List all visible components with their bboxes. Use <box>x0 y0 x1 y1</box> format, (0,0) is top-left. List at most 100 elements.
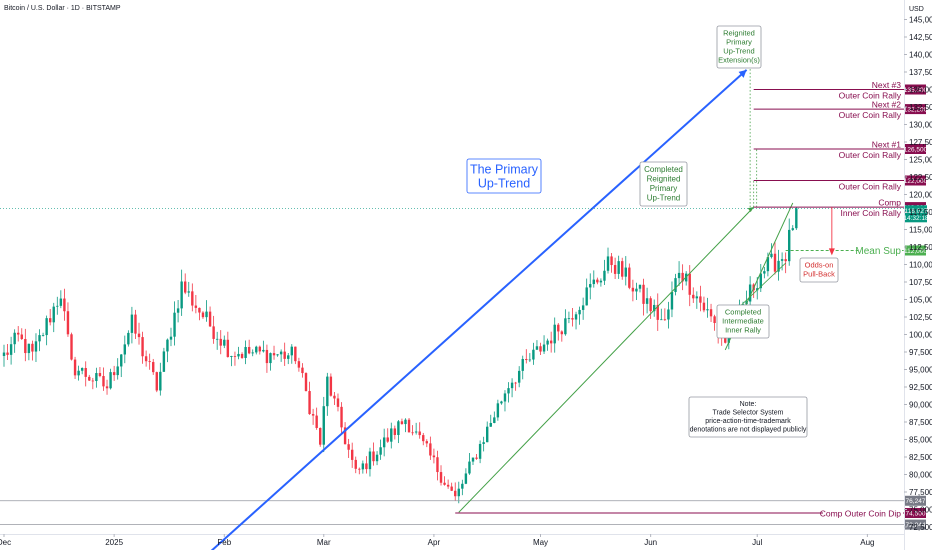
candle-body <box>130 314 134 333</box>
candle-body <box>315 415 318 428</box>
y-tick-label: 135,000 <box>909 85 932 94</box>
level-note: Outer Coin Rally <box>839 182 902 192</box>
candle-body <box>517 370 521 383</box>
completed-reignited-label-text: Primary <box>650 184 678 193</box>
x-tick-label: Aug <box>860 538 874 547</box>
candle-body <box>52 306 55 323</box>
candle-body <box>361 463 365 470</box>
candle-body <box>486 426 489 443</box>
candle-body <box>255 346 258 353</box>
candle-body <box>759 273 762 289</box>
level-note-top: Next #3 <box>872 80 902 90</box>
candle-body <box>319 427 322 445</box>
candle-body <box>777 260 780 272</box>
candle-body <box>706 309 709 311</box>
currency-label: USD <box>909 6 924 13</box>
current-price-tag <box>905 205 927 223</box>
candle-body <box>116 366 119 376</box>
candle-body <box>123 344 127 355</box>
candle-body <box>180 281 183 309</box>
candle-body <box>578 309 581 315</box>
candle-body <box>631 287 635 292</box>
candle-body <box>187 291 190 293</box>
candle-body <box>2 352 6 356</box>
candle-body <box>326 376 329 407</box>
candle-body <box>70 334 73 360</box>
candle-body <box>365 463 368 470</box>
note-label-text: denotations are not displayed publicly <box>690 427 807 434</box>
candle-body <box>660 319 663 321</box>
candle-body <box>496 403 500 418</box>
candle-body <box>628 267 631 288</box>
target-level-value: 135,000 <box>904 87 928 94</box>
target-level-value: 126,500 <box>904 146 928 153</box>
candle-body <box>386 437 389 442</box>
candle-body <box>784 259 787 262</box>
y-tick-label: 132,500 <box>909 103 932 112</box>
candle-body <box>592 279 595 285</box>
candle-body <box>599 280 603 283</box>
y-tick-label: 107,500 <box>909 278 932 287</box>
y-tick-label: 137,500 <box>909 68 932 77</box>
target-level-tag <box>905 508 926 518</box>
gray-level-tag <box>905 519 926 530</box>
gray-level-value: 76,247 <box>906 498 926 505</box>
mean-support-value: 112,000 <box>904 248 927 255</box>
y-tick-label: 115,000 <box>909 225 932 234</box>
mean-support-tag <box>905 245 926 256</box>
candle-body <box>724 337 727 343</box>
candle-body <box>205 311 208 318</box>
candle-body <box>642 284 645 304</box>
candle-body <box>375 454 379 462</box>
candle-body <box>571 318 574 320</box>
y-tick-label: 127,500 <box>909 138 932 147</box>
candle-body <box>702 302 706 311</box>
candle-body <box>514 382 517 384</box>
candle-body <box>34 341 38 352</box>
candle-body <box>397 421 400 435</box>
candle-body <box>692 294 695 299</box>
candle-body <box>763 271 766 274</box>
candle-body <box>638 284 642 289</box>
completed-intermediate-label-text: Inner Rally <box>725 326 761 335</box>
candle-body <box>134 314 137 334</box>
candle-body <box>404 419 407 425</box>
candle-body <box>617 261 620 274</box>
y-tick-label: 77,500 <box>909 488 932 497</box>
candle-body <box>670 291 674 310</box>
level-note: Outer Coin Rally <box>839 110 902 120</box>
y-tick-label: 90,000 <box>909 400 932 409</box>
candle-body <box>155 372 158 391</box>
y-tick-label: 122,500 <box>909 173 932 182</box>
x-tick-label: Jun <box>644 538 657 547</box>
candle-body <box>56 305 59 307</box>
candle-body <box>542 344 546 352</box>
level-note-top: Next #1 <box>872 140 902 150</box>
candle-body <box>251 352 254 354</box>
completed-intermediate-label-text: Completed <box>725 308 761 317</box>
candle-body <box>368 451 372 470</box>
note-label-text: Note: <box>740 401 757 408</box>
candle-body <box>457 488 460 497</box>
completed-intermediate-label-text: Intermediate <box>722 317 764 326</box>
level-note-bg <box>823 507 903 519</box>
x-tick-label: 2025 <box>105 538 123 547</box>
candle-body <box>795 208 798 229</box>
x-tick-label: Mar <box>317 538 331 547</box>
y-tick-label: 145,000 <box>909 15 932 24</box>
candle-body <box>84 368 87 377</box>
reignited-extension-label-text: Up-Trend <box>723 47 754 56</box>
reignited-extension-label-text: Extension(s) <box>718 56 760 65</box>
candle-body <box>788 229 791 262</box>
candle-body <box>304 373 308 392</box>
candle-body <box>105 386 109 389</box>
candle-body <box>613 265 617 274</box>
candle-body <box>80 368 84 371</box>
primary-trend-label-text: The Primary <box>470 163 539 177</box>
note-label-text: price-action-time-trademark <box>705 418 791 425</box>
candle-body <box>287 355 290 359</box>
candle-body <box>240 353 244 358</box>
level-note-top: Next #2 <box>872 100 902 110</box>
